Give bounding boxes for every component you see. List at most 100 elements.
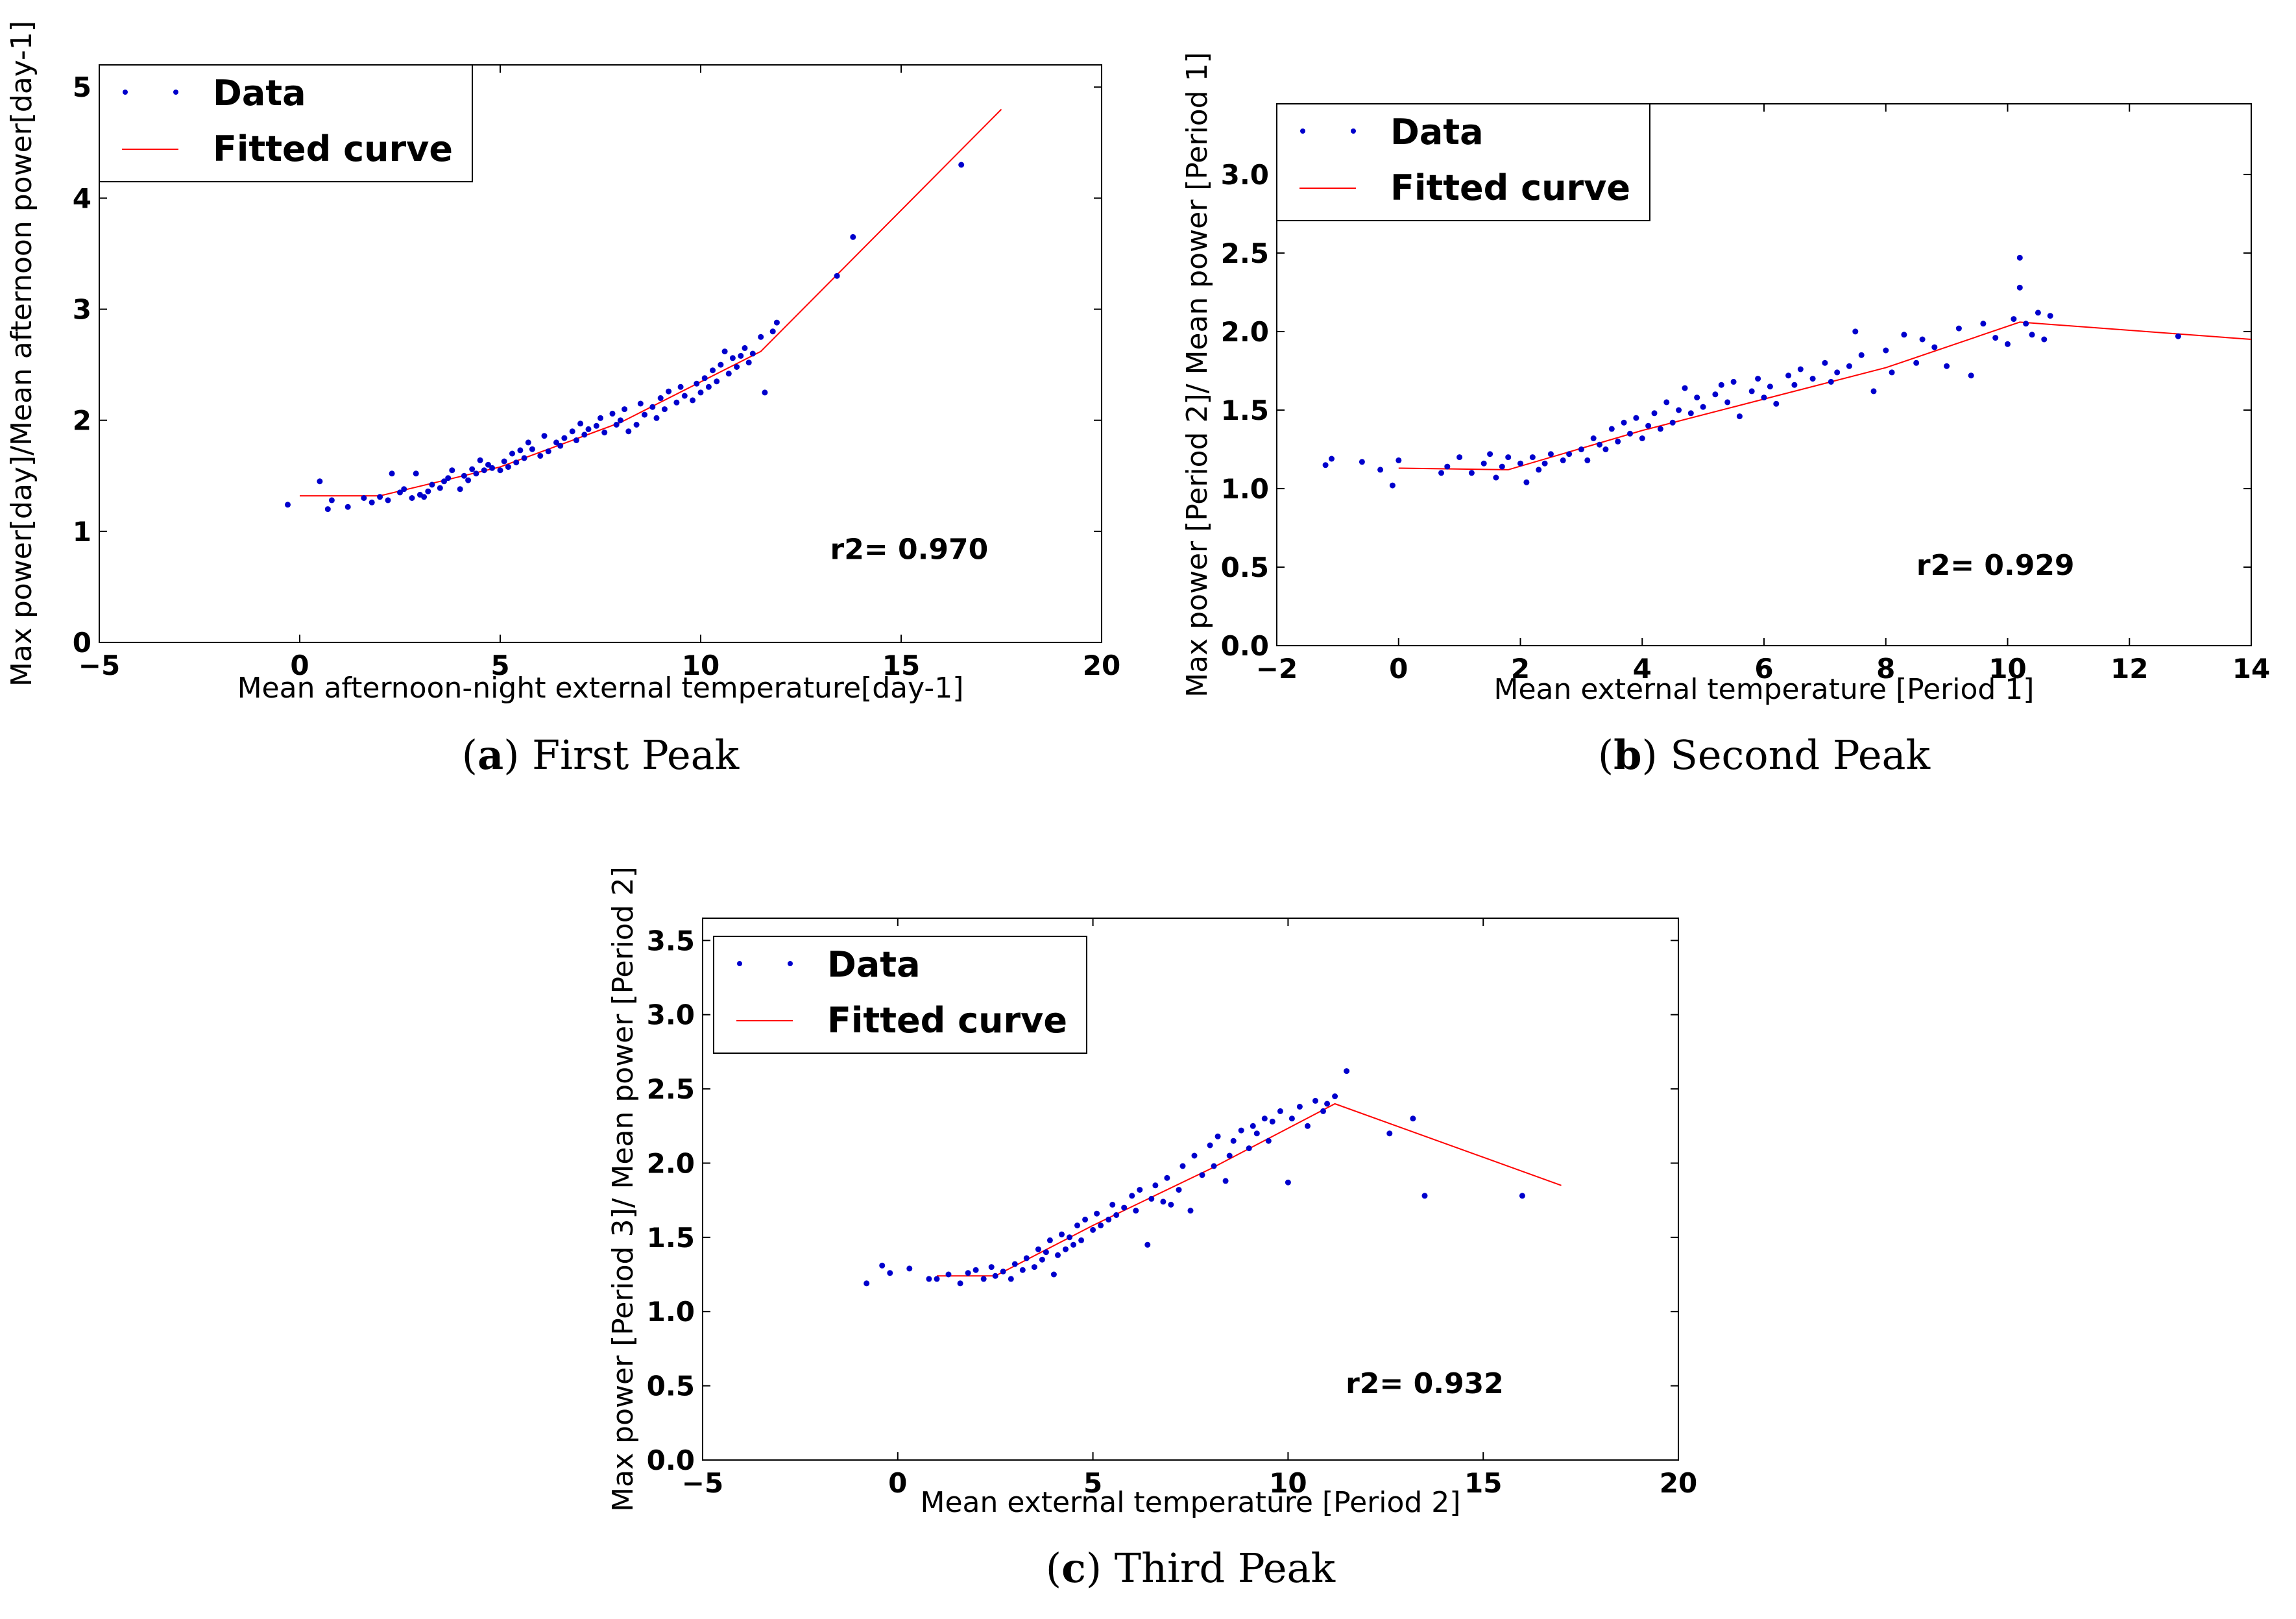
y-axis-label: Max power[day]/Mean afternoon power[day-… <box>5 21 38 687</box>
data-point <box>1106 1216 1112 1223</box>
data-point <box>328 497 335 504</box>
data-point <box>1421 1193 1428 1199</box>
x-axis-label: Mean afternoon-night external temperatur… <box>237 672 964 705</box>
data-point <box>1700 404 1706 410</box>
data-point <box>1074 1223 1080 1228</box>
data-point <box>1480 460 1487 467</box>
data-point <box>1168 1202 1174 1208</box>
data-point <box>377 494 383 500</box>
data-point <box>745 359 752 366</box>
data-point <box>1505 454 1512 461</box>
y-tick-label: 3.0 <box>647 999 695 1031</box>
y-tick-label: 0.0 <box>1221 630 1269 662</box>
x-tick-label: 20 <box>1660 1467 1697 1499</box>
data-point <box>409 495 415 501</box>
data-point <box>613 422 620 428</box>
data-point <box>906 1265 913 1272</box>
data-point <box>1694 395 1700 401</box>
data-point <box>762 389 768 396</box>
legend-fit-label: Fitted curve <box>213 128 453 169</box>
data-point <box>945 1271 952 1278</box>
data-point <box>1541 460 1548 467</box>
caption-text: First Peak <box>532 731 740 779</box>
y-tick-label: 0.0 <box>647 1444 695 1476</box>
panel-c: −5 0 5 10 15 20 0.0 0.5 1.0 1.5 2.0 2.5 3.0 3.5 Mean … <box>607 866 1697 1592</box>
data-point <box>401 486 407 493</box>
data-point <box>1288 1115 1295 1122</box>
data-point <box>965 1270 971 1276</box>
data-point <box>1055 1252 1061 1258</box>
data-point <box>622 406 628 413</box>
data-point <box>421 494 428 500</box>
data-point <box>2029 332 2035 338</box>
x-tick-label: 0 <box>888 1467 907 1499</box>
data-point <box>926 1276 932 1282</box>
data-point <box>1253 1130 1260 1137</box>
data-point <box>389 470 395 477</box>
data-point <box>633 422 640 428</box>
data-point <box>1246 1145 1252 1152</box>
data-point <box>445 475 452 481</box>
data-point <box>1250 1123 1256 1129</box>
data-point <box>1011 1261 1018 1267</box>
data-point <box>879 1262 886 1269</box>
r2-annotation: r2= 0.929 <box>1916 549 2075 582</box>
data-point <box>1214 1133 1221 1139</box>
x-tick-label: 0 <box>290 650 309 681</box>
data-point <box>598 415 603 421</box>
y-tick-label: 3.0 <box>1221 159 1269 191</box>
data-point <box>653 415 660 421</box>
y-tick-label: 2.5 <box>1221 237 1269 269</box>
data-point <box>864 1280 870 1287</box>
y-tick-label: 2.0 <box>1221 316 1269 348</box>
data-point <box>1590 435 1597 441</box>
data-point <box>413 470 419 477</box>
data-point <box>1519 1193 1525 1199</box>
data-point <box>1822 359 1828 366</box>
data-point <box>473 470 479 477</box>
data-point <box>1019 1267 1026 1273</box>
x-tick-label: 20 <box>1083 650 1120 681</box>
data-point <box>1566 451 1573 457</box>
data-point <box>1529 454 1536 461</box>
data-point <box>1931 344 1938 350</box>
data-point <box>1094 1210 1100 1217</box>
data-point <box>1858 352 1865 358</box>
data-point <box>537 453 544 459</box>
data-point <box>529 446 535 452</box>
data-point <box>429 481 435 488</box>
data-point <box>661 406 668 413</box>
data-point <box>1663 399 1670 406</box>
legend-data-marker <box>123 90 128 95</box>
data-point <box>425 488 431 494</box>
data-point <box>677 383 684 390</box>
data-point <box>1657 426 1663 432</box>
data-point <box>385 497 391 504</box>
data-point <box>1791 382 1798 388</box>
data-point <box>1129 1193 1135 1199</box>
legend-data-label: Data <box>827 944 921 985</box>
data-point <box>1597 441 1602 448</box>
data-point <box>1179 1163 1186 1169</box>
r2-annotation: r2= 0.970 <box>830 533 989 566</box>
data-point <box>1883 347 1889 354</box>
data-point <box>1359 459 1365 465</box>
data-point <box>2047 313 2053 319</box>
data-point <box>585 426 592 432</box>
data-point <box>850 234 856 240</box>
data-point <box>369 499 375 505</box>
data-point <box>1724 399 1731 406</box>
legend-data-marker <box>737 961 742 966</box>
data-point <box>1487 451 1493 457</box>
data-point <box>1955 325 1962 332</box>
data-point <box>1584 457 1591 463</box>
data-point <box>1023 1255 1030 1261</box>
data-point <box>521 455 527 461</box>
legend: Data Fitted curve <box>99 64 473 182</box>
data-point <box>1755 376 1761 382</box>
data-point <box>1828 378 1834 385</box>
y-tick-label: 1.0 <box>647 1296 695 1328</box>
data-point <box>509 450 515 457</box>
data-point <box>1547 451 1554 457</box>
